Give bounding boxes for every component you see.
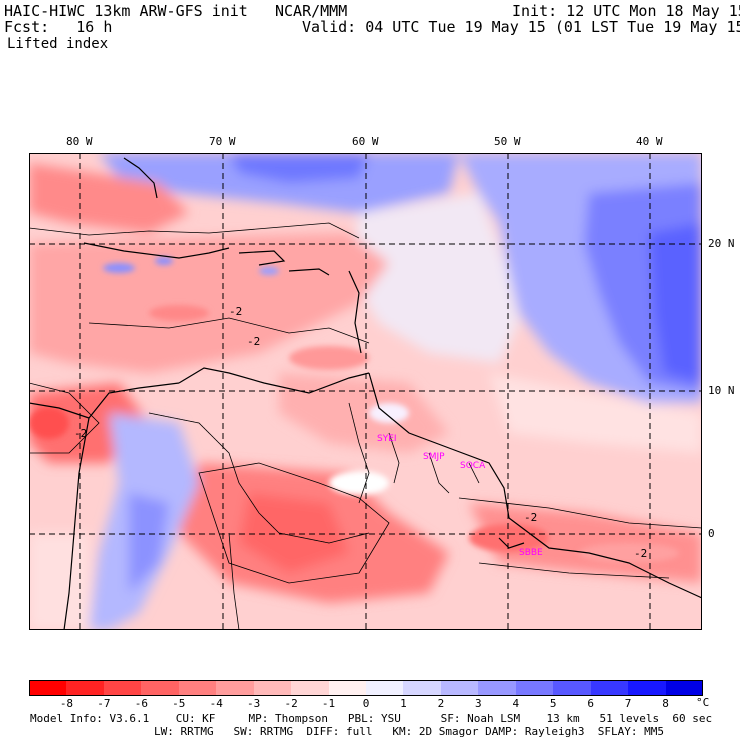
contour-label: -2	[74, 427, 87, 440]
contour-label: -2	[229, 305, 242, 318]
org-label: NCAR/MMM	[275, 2, 348, 20]
colorbar-swatch	[665, 681, 704, 695]
colorbar-unit: °C	[696, 696, 710, 709]
lifted-index-shading	[29, 153, 702, 630]
colorbar-tick-label: -2	[284, 697, 298, 710]
colorbar-frame	[29, 680, 703, 696]
valid-time: Valid: 04 UTC Tue 19 May 15 (01 LST Tue …	[302, 18, 740, 36]
colorbar-tick-label: 3	[475, 697, 482, 710]
contour-label: -2	[247, 335, 260, 348]
contour-label: -2	[634, 547, 647, 560]
colorbar-tick-label: -4	[209, 697, 223, 710]
station-label-soca: SOCA	[460, 461, 486, 471]
colorbar-swatch	[178, 681, 217, 695]
forecast-hour: Fcst: 16 h	[4, 18, 113, 36]
lon-label-80w: 80 W	[66, 135, 93, 148]
coastlines	[29, 157, 702, 630]
colorbar-tick-label: 7	[624, 697, 632, 710]
init-time: Init: 12 UTC Mon 18 May 15	[512, 2, 740, 20]
lat-label-10n: 10 N	[708, 384, 735, 397]
lon-label-70w: 70 W	[209, 135, 236, 148]
colorbar-swatch	[216, 681, 255, 695]
fine-texture	[29, 257, 679, 563]
colorbar-tick-label: 5	[549, 697, 557, 710]
colorbar-tick-label: 2	[437, 697, 445, 710]
model-title: HAIC-HIWC 13km ARW-GFS init	[4, 2, 248, 20]
colorbar-swatch	[103, 681, 142, 695]
colorbar-swatch	[403, 681, 442, 695]
model-info-line1: Model Info: V3.6.1 CU: KF MP: Thompson P…	[30, 712, 713, 725]
colorbar-tick-label: 8	[662, 697, 669, 710]
political-borders	[148, 402, 480, 630]
colorbar-swatch	[291, 681, 330, 695]
colorbar-tick-label: -3	[247, 697, 261, 710]
lon-label-40w: 40 W	[636, 135, 663, 148]
colorbar-swatch	[478, 681, 517, 695]
colorbar-swatch	[440, 681, 479, 695]
colorbar-swatch	[515, 681, 554, 695]
colorbar-tick-label: 4	[512, 697, 520, 710]
field-name: Lifted index	[7, 36, 109, 52]
colorbar-swatch	[253, 681, 292, 695]
colorbar-tick-label: 6	[587, 697, 594, 710]
map-frame	[29, 153, 702, 630]
contour-lines	[29, 222, 702, 584]
station-label-sbbe: SBBE	[519, 548, 543, 558]
station-label-smjp: SMJP	[423, 452, 445, 462]
lat-label-20n: 20 N	[708, 237, 735, 250]
colorbar-swatch	[628, 681, 667, 695]
colorbar-swatch	[328, 681, 367, 695]
lon-label-50w: 50 W	[494, 135, 521, 148]
colorbar-tick-label: -8	[59, 697, 74, 710]
colorbar-tick-label: -6	[134, 697, 148, 710]
colorbar-tick-label: -7	[97, 697, 111, 710]
lifted-index-map: -2 -2 -2 -2 -2 SYEI SMJP SOCA SBBE	[29, 153, 702, 630]
colorbar-tick-label: -5	[172, 697, 186, 710]
graticule	[29, 153, 702, 630]
colorbar-swatch	[366, 681, 404, 695]
colorbar-swatch	[590, 681, 629, 695]
colorbar-tick-label: 1	[400, 697, 407, 710]
colorbar-swatch	[29, 681, 67, 695]
contour-label: -2	[524, 511, 537, 524]
model-info-line2: LW: RRTMG SW: RRTMG DIFF: full KM: 2D Sm…	[154, 725, 664, 738]
colorbar-tick-label: -1	[321, 697, 336, 710]
station-label-syei: SYEI	[377, 434, 397, 444]
colorbar-tick-label: 0	[362, 697, 370, 710]
colorbar-swatch	[141, 681, 180, 695]
colorbar-swatch	[553, 681, 592, 695]
lon-label-60w: 60 W	[352, 135, 379, 148]
colorbar-swatch	[66, 681, 105, 695]
lat-label-0: 0	[708, 527, 715, 540]
